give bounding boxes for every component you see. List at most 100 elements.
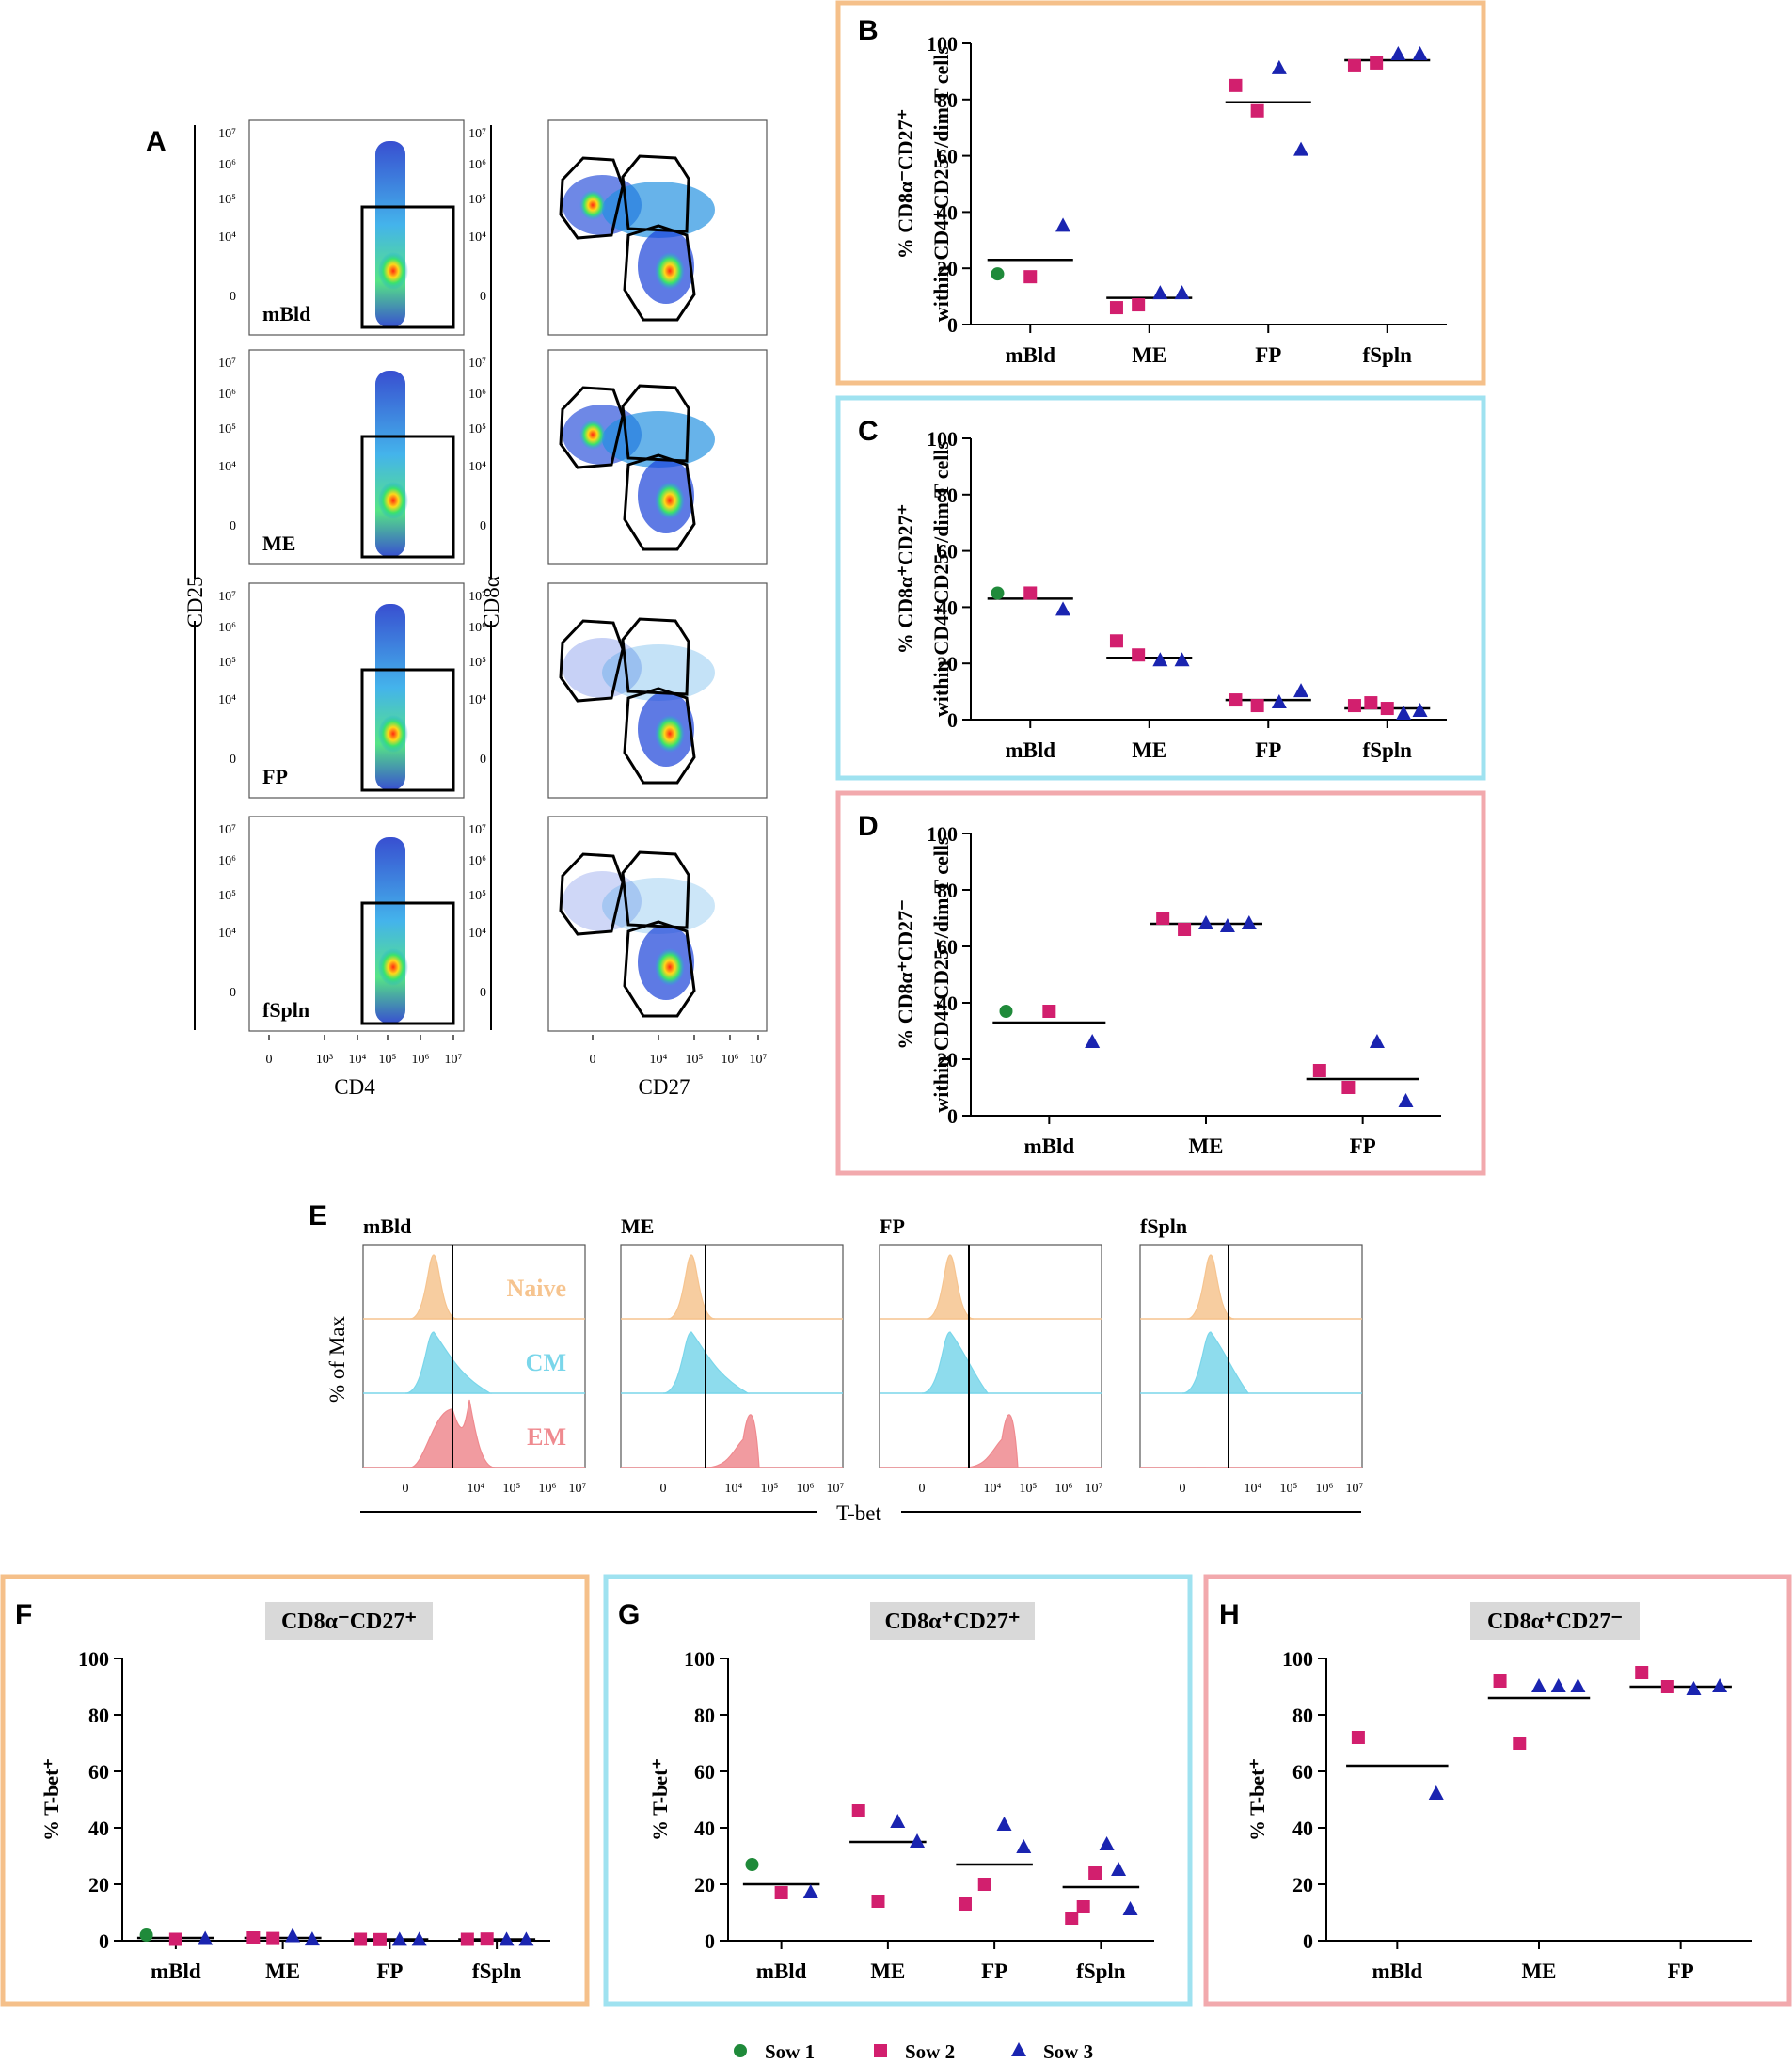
x-tick-label: 10⁵ <box>686 1053 704 1067</box>
histogram-frame <box>620 1244 844 1468</box>
panel-h-frame <box>1203 1574 1792 2007</box>
panel-f-frame <box>0 1574 590 2007</box>
y-tick-label: 10⁵ <box>218 889 236 903</box>
x-tick-label: 10⁶ <box>412 1053 430 1067</box>
x-tick-label: 10³ <box>316 1053 333 1067</box>
data-point-sow3 <box>1055 601 1071 616</box>
x-tick-label: 10⁵ <box>503 1482 521 1496</box>
data-point-sow2 <box>168 1932 182 1946</box>
y-tick-label: 10⁶ <box>218 854 236 868</box>
density-hotspot <box>579 190 606 220</box>
y-tick-label: 60 <box>937 935 958 959</box>
x-tick-label: 10⁷ <box>445 1053 463 1067</box>
y-tick-label: 0 <box>947 313 958 337</box>
chart-title-box <box>265 1602 433 1640</box>
y-tick-label: 10⁵ <box>218 193 236 207</box>
gate-1 <box>559 852 625 936</box>
x-tick-label: fSpln <box>1076 1960 1126 1983</box>
gate-3 <box>623 224 696 322</box>
y-tick-label: 40 <box>937 595 958 619</box>
data-point-sow3 <box>499 1931 515 1946</box>
data-point-sow3 <box>1085 1034 1101 1048</box>
y-tick-label: 10⁵ <box>218 656 236 670</box>
gate-3 <box>623 687 696 785</box>
panel-c-frame <box>835 395 1486 781</box>
data-point-sow2 <box>354 1932 368 1946</box>
histogram-me: ME 0 10⁴ 10⁵ 10⁶ 10⁷ <box>620 1214 845 1496</box>
chart-title: CD8α⁻CD27⁺ <box>281 1610 417 1634</box>
panel-e-label: E <box>309 1200 327 1231</box>
tbet-axis-label: T-bet <box>836 1501 881 1525</box>
x-tick-label: 10⁴ <box>1245 1482 1262 1496</box>
legend-label: Sow 2 <box>905 2040 955 2063</box>
legend-marker <box>1011 2042 1026 2056</box>
data-point-sow3 <box>1686 1681 1702 1695</box>
chart-b: B 0 20 40 60 80 100 mBld ME FP fSpln % CD8α⁻CD27⁺ wi… <box>858 15 1447 367</box>
y-tick-label: 10⁴ <box>468 230 486 245</box>
cd25-gate <box>360 668 455 792</box>
data-point-sow3 <box>1570 1678 1586 1692</box>
legend-label: Sow 1 <box>765 2040 815 2063</box>
y-tick-label: 60 <box>694 1760 715 1784</box>
data-point-sow3 <box>1174 652 1190 667</box>
x-tick-label: 10⁷ <box>1086 1482 1103 1496</box>
data-point-sow2 <box>1493 1674 1507 1688</box>
data-point-sow3 <box>1531 1678 1546 1692</box>
panel-d-frame <box>835 790 1486 1176</box>
data-point-sow3 <box>996 1817 1012 1831</box>
data-point-sow2 <box>958 1897 972 1911</box>
density-hotspot <box>655 252 685 290</box>
x-tick-label: 10⁶ <box>1316 1482 1334 1496</box>
data-point-sow3 <box>1712 1678 1728 1692</box>
histogram-frame <box>1139 1244 1363 1468</box>
y-tick-label: 10⁴ <box>218 460 236 474</box>
chart-c: C 0 20 40 60 80 100 mBld ME FP fSpln % CD8α⁺CD27⁺ wi… <box>858 416 1447 762</box>
legend-item-sow1: Sow 1 <box>734 2040 815 2063</box>
y-tick-label: 80 <box>937 484 958 507</box>
y-tick-label: 10⁵ <box>468 422 486 436</box>
data-point-sow2 <box>246 1931 261 1944</box>
histogram-cm <box>404 1331 493 1394</box>
histogram-title: fSpln <box>1140 1214 1187 1238</box>
y-tick-label: 60 <box>937 145 958 168</box>
gate-2 <box>621 154 690 233</box>
sample-label: ME <box>262 532 295 555</box>
plot-frame <box>248 119 465 336</box>
data-point-sow2 <box>1042 1005 1056 1018</box>
cd27-axis-label: CD27 <box>639 1075 690 1099</box>
data-point-sow3 <box>1369 1034 1385 1048</box>
x-tick-label: 10⁴ <box>349 1053 367 1067</box>
flow-plot-cd4-fspln: 10⁷ 10⁷ 10⁶ 10⁶ 10⁵ 10⁵ 10⁴ 10⁴ 0 0 fSpln 0 10³ 10⁴ 10… <box>218 816 486 1067</box>
data-point-sow2 <box>1088 1866 1102 1880</box>
data-point-sow2 <box>1023 586 1038 600</box>
flow-plot-cd27-mbld <box>547 119 768 336</box>
x-tick-label: 10⁷ <box>1346 1482 1364 1496</box>
y-tick-label: 10⁴ <box>218 230 236 245</box>
cell-population <box>375 837 405 1024</box>
data-point-sow2 <box>871 1895 885 1908</box>
y-tick-label: 80 <box>88 1704 109 1727</box>
y-tick-label: 20 <box>937 652 958 675</box>
data-point-sow3 <box>1122 1901 1138 1915</box>
data-point-sow2 <box>1513 1737 1527 1750</box>
x-tick-label: 0 <box>660 1482 667 1496</box>
x-tick-label: 10⁶ <box>797 1482 815 1496</box>
x-tick-label: 0 <box>919 1482 926 1496</box>
y-axis-label: % CD8α⁺CD27⁺ <box>894 504 917 655</box>
x-tick-label: FP <box>376 1960 403 1983</box>
y-tick-label: 0 <box>480 519 486 533</box>
y-tick-label: 10⁴ <box>468 927 486 941</box>
data-point-sow2 <box>774 1886 788 1899</box>
data-point-sow2 <box>851 1804 865 1817</box>
data-point-sow3 <box>518 1931 534 1946</box>
data-point-sow2 <box>1364 696 1378 710</box>
legend-item-sow2: Sow 2 <box>874 2040 955 2063</box>
data-point-sow2 <box>1250 699 1264 713</box>
y-tick-label: 10⁶ <box>218 621 236 635</box>
legend-marker <box>874 2044 887 2057</box>
histogram-em <box>705 1414 760 1468</box>
gate-2 <box>621 384 690 463</box>
data-point-sow2 <box>460 1932 474 1946</box>
data-point-sow3 <box>1412 703 1428 718</box>
y-tick-label: 20 <box>694 1873 715 1896</box>
